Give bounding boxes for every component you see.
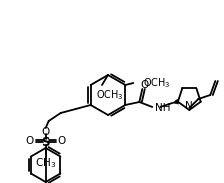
Polygon shape xyxy=(172,99,179,104)
Text: O: O xyxy=(140,80,149,90)
Text: OCH$_3$: OCH$_3$ xyxy=(143,76,171,90)
Text: O: O xyxy=(26,136,34,146)
Text: NH: NH xyxy=(155,103,171,113)
Text: N: N xyxy=(185,101,193,111)
Text: CH$_3$: CH$_3$ xyxy=(35,156,56,170)
Text: O: O xyxy=(42,127,50,137)
Text: O: O xyxy=(58,136,66,146)
Text: OCH$_3$: OCH$_3$ xyxy=(96,88,124,102)
Text: S: S xyxy=(41,135,50,148)
